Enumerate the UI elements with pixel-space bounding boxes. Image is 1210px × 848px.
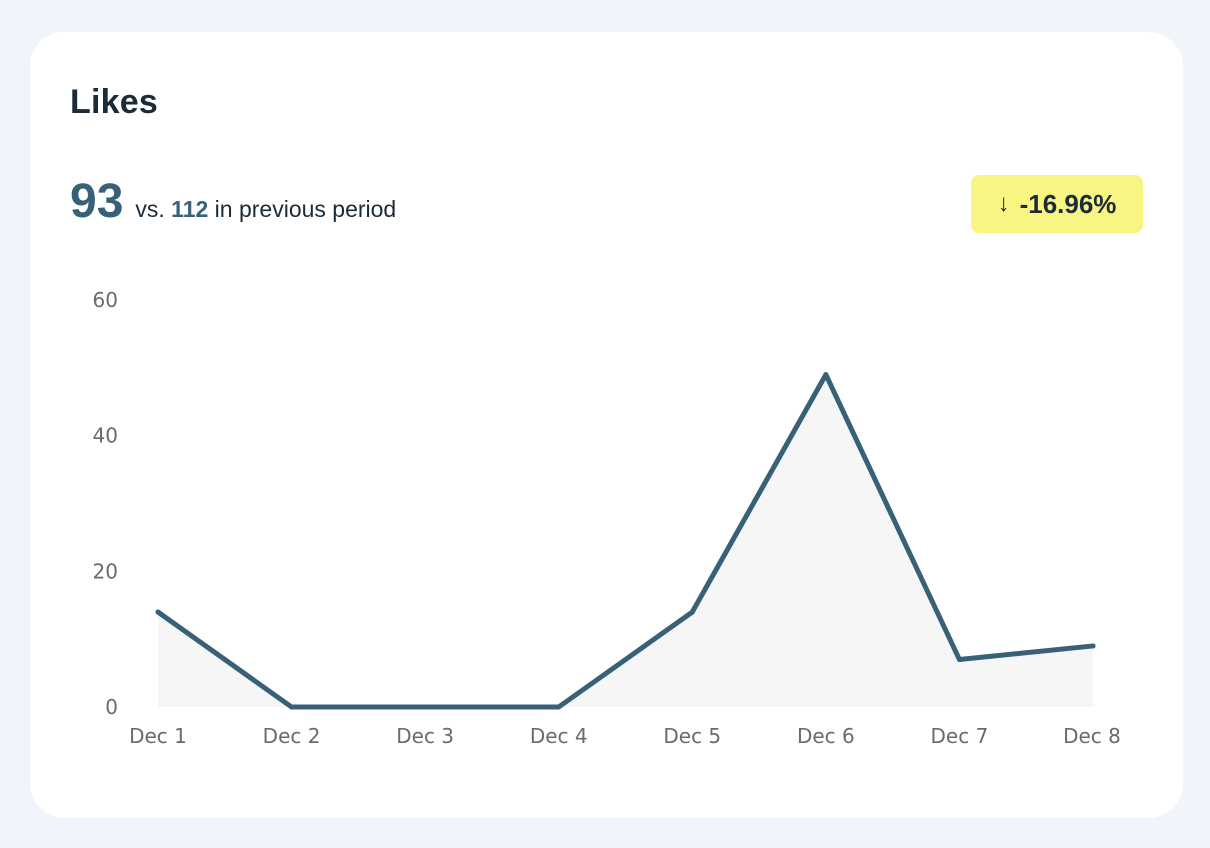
change-value: -16.96% [1019,188,1117,219]
line-area-fill [158,374,1093,707]
line-series [155,372,1096,710]
x-tick-label: Dec 4 [530,724,588,748]
x-tick-label: Dec 7 [931,724,989,748]
current-value: 93 [70,175,124,228]
y-tick-label: 0 [105,695,118,719]
x-tick-label: Dec 1 [129,724,187,748]
x-tick-label: Dec 6 [797,724,855,748]
x-tick-label: Dec 3 [396,724,454,748]
data-point [289,704,295,710]
x-tick-label: Dec 5 [663,724,721,748]
y-axis-ticks: 0 20 40 60 [93,288,118,719]
data-point [155,609,161,615]
x-tick-label: Dec 8 [1063,724,1121,748]
x-axis-ticks: Dec 1 Dec 2 Dec 3 Dec 4 Dec 5 Dec 6 Dec 7 Dec 8 [129,724,1121,748]
y-tick-label: 60 [93,288,118,312]
data-point [689,609,695,615]
y-tick-label: 40 [93,424,118,448]
data-point [1090,643,1096,649]
vs-suffix: in previous period [214,196,397,222]
arrow-down-icon: ↓ [997,190,1010,217]
data-point [422,704,428,710]
data-point [956,657,962,663]
data-point [556,704,562,710]
summary-row: 93 vs. 112 in previous period [70,174,396,230]
card-title: Likes [70,83,158,121]
change-badge: ↓ -16.96% [971,175,1143,233]
previous-value: 112 [171,196,209,222]
comparison-text: vs. 112 in previous period [135,195,396,223]
likes-card: Likes 93 vs. 112 in previous period ↓ -1… [30,32,1183,818]
y-tick-label: 20 [93,559,118,583]
vs-prefix: vs. [135,196,165,222]
data-point [823,372,829,378]
x-tick-label: Dec 2 [263,724,321,748]
